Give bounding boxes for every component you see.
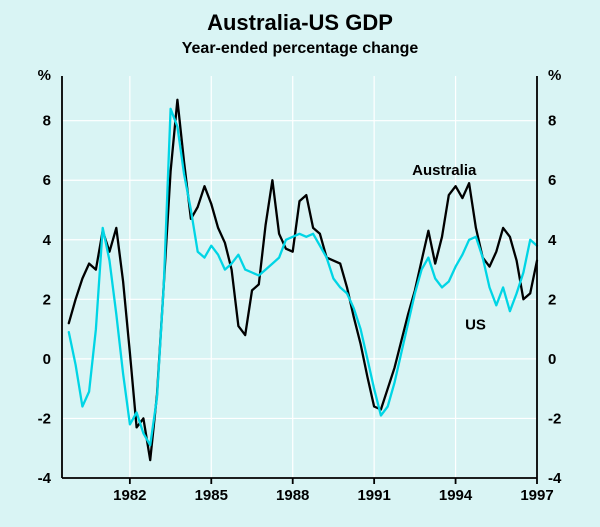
y-label-right-8: 8	[548, 113, 556, 130]
series-line-australia	[67, 98, 539, 462]
unit-label-left: %	[38, 67, 51, 84]
x-label-1994: 1994	[439, 487, 473, 504]
y-label-left-8: 8	[43, 113, 51, 130]
series-label-australia: Australia	[412, 162, 477, 179]
axis-layer: 1982 1985 1988 1991 1994 1997-4 -4-2 -20 02 24 46 6…	[38, 67, 562, 504]
y-label-right-2: 2	[548, 291, 556, 308]
chart-title: Australia-US GDP	[207, 10, 393, 35]
y-label-right-4: 4	[548, 232, 557, 249]
grid-layer	[62, 76, 537, 478]
annotation-layer: Australia US	[412, 162, 486, 334]
series-layer	[67, 98, 539, 462]
y-label-left-4: 4	[43, 232, 52, 249]
y-label-left--2: -2	[38, 410, 51, 427]
y-label-right-0: 0	[548, 351, 556, 368]
chart-subtitle: Year-ended percentage change	[182, 40, 419, 57]
y-label-right-6: 6	[548, 172, 556, 189]
series-label-us: US	[465, 317, 486, 334]
y-label-left-2: 2	[43, 291, 51, 308]
series-line-us	[67, 107, 539, 447]
x-label-1985: 1985	[195, 487, 228, 504]
unit-label-right: %	[548, 67, 561, 84]
y-label-left-6: 6	[43, 172, 51, 189]
y-label-right--2: -2	[548, 410, 561, 427]
x-label-1991: 1991	[357, 487, 390, 504]
x-label-1997: 1997	[520, 487, 553, 504]
y-label-left-0: 0	[43, 351, 51, 368]
y-label-left--4: -4	[38, 470, 52, 487]
y-label-right--4: -4	[548, 470, 562, 487]
x-label-1988: 1988	[276, 487, 309, 504]
x-label-1982: 1982	[113, 487, 146, 504]
